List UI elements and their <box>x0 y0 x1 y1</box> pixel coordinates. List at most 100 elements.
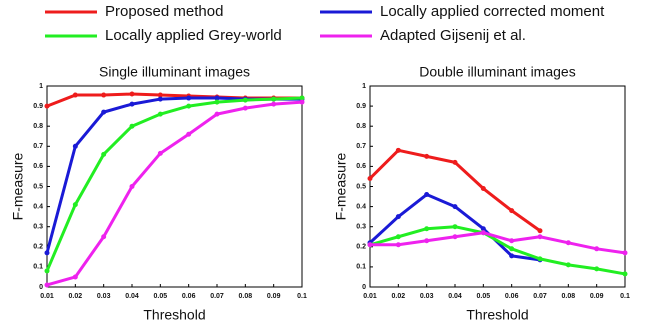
y-tick-label: 0.1 <box>356 264 366 271</box>
x-tick-label: 0.09 <box>590 293 604 300</box>
data-point <box>509 253 515 259</box>
data-point <box>594 246 600 252</box>
data-point <box>424 192 430 198</box>
y-tick-label: 1 <box>39 83 43 90</box>
chart-title: Single illuminant images <box>99 64 250 80</box>
data-point <box>129 101 135 107</box>
y-tick-label: 0.5 <box>33 183 43 190</box>
x-tick-label: 0.04 <box>448 293 462 300</box>
series-line <box>45 96 302 254</box>
legend-label: Adapted Gijsenij et al. <box>380 27 526 44</box>
data-point <box>186 95 192 101</box>
legend-label: Locally applied Grey-world <box>105 27 282 44</box>
data-point <box>44 103 50 109</box>
data-point <box>186 103 192 109</box>
data-point <box>509 208 515 214</box>
data-point <box>101 151 107 157</box>
data-point <box>72 202 78 208</box>
data-point <box>101 109 107 115</box>
x-tick-label: 0.05 <box>477 293 491 300</box>
data-point <box>424 153 430 159</box>
data-point <box>509 246 515 252</box>
x-tick-label: 0.02 <box>69 293 83 300</box>
y-tick-label: 0.5 <box>356 183 366 190</box>
y-tick-label: 0.3 <box>33 224 43 231</box>
plot-frame <box>369 85 626 288</box>
x-tick-label: 0.09 <box>267 293 281 300</box>
y-tick-label: 0.2 <box>356 244 366 251</box>
x-tick-label: 0.06 <box>182 293 196 300</box>
y-tick-label: 0.7 <box>356 143 366 150</box>
data-point <box>622 271 628 277</box>
data-point <box>509 238 515 244</box>
data-point <box>424 226 430 232</box>
data-point <box>271 96 277 102</box>
y-tick-label: 0.6 <box>33 163 43 170</box>
data-point <box>622 250 628 256</box>
data-point <box>44 250 50 256</box>
data-point <box>44 268 50 274</box>
data-point <box>594 266 600 272</box>
y-tick-label: 0.8 <box>33 123 43 130</box>
data-point <box>424 238 430 244</box>
data-point <box>480 226 486 232</box>
data-point <box>537 256 543 262</box>
data-point <box>157 92 163 98</box>
data-point <box>537 228 543 234</box>
data-point <box>101 92 107 98</box>
x-tick-label: 0.05 <box>154 293 168 300</box>
legend-label: Proposed method <box>105 3 223 20</box>
data-point <box>395 147 401 153</box>
x-tick-label: 0.08 <box>562 293 576 300</box>
x-tick-label: 0.06 <box>505 293 519 300</box>
y-tick-label: 0.8 <box>356 123 366 130</box>
data-point <box>395 234 401 240</box>
y-tick-label: 1 <box>362 83 366 90</box>
x-tick-label: 0.04 <box>125 293 139 300</box>
legend-label: Locally applied corrected moment <box>380 3 605 20</box>
x-tick-label: 0.03 <box>97 293 111 300</box>
data-point <box>214 95 220 101</box>
x-tick-label: 0.03 <box>420 293 434 300</box>
x-tick-label: 0.02 <box>392 293 406 300</box>
data-point <box>129 91 135 97</box>
x-tick-label: 0.01 <box>40 293 54 300</box>
chart-title: Double illuminant images <box>419 64 575 80</box>
data-point <box>452 204 458 210</box>
data-point <box>242 105 248 111</box>
data-point <box>299 99 305 105</box>
x-tick-label: 0.01 <box>363 293 377 300</box>
y-tick-label: 0.9 <box>356 103 366 110</box>
data-point <box>101 234 107 240</box>
data-point <box>565 240 571 246</box>
y-tick-label: 0.4 <box>33 203 43 210</box>
data-point <box>480 186 486 192</box>
data-point <box>452 159 458 165</box>
series-line <box>46 100 303 287</box>
series-line <box>370 231 626 255</box>
y-tick-label: 0.2 <box>33 244 43 251</box>
data-point <box>72 274 78 280</box>
x-tick-label: 0.1 <box>620 293 630 300</box>
data-point <box>129 123 135 129</box>
data-point <box>157 150 163 156</box>
data-point <box>565 262 571 268</box>
y-axis-label: F-measure <box>333 152 349 220</box>
series-line <box>369 225 626 276</box>
y-tick-label: 0.1 <box>33 264 43 271</box>
data-point <box>452 234 458 240</box>
series-line <box>45 96 303 272</box>
data-point <box>452 224 458 230</box>
data-point <box>157 96 163 102</box>
data-point <box>271 101 277 107</box>
data-point <box>72 92 78 98</box>
y-tick-label: 0.9 <box>33 103 43 110</box>
data-point <box>299 95 305 101</box>
data-point <box>242 97 248 103</box>
data-point <box>395 214 401 220</box>
x-tick-label: 0.08 <box>239 293 253 300</box>
data-point <box>44 282 50 288</box>
data-point <box>129 184 135 189</box>
x-axis-label: Threshold <box>143 307 205 323</box>
